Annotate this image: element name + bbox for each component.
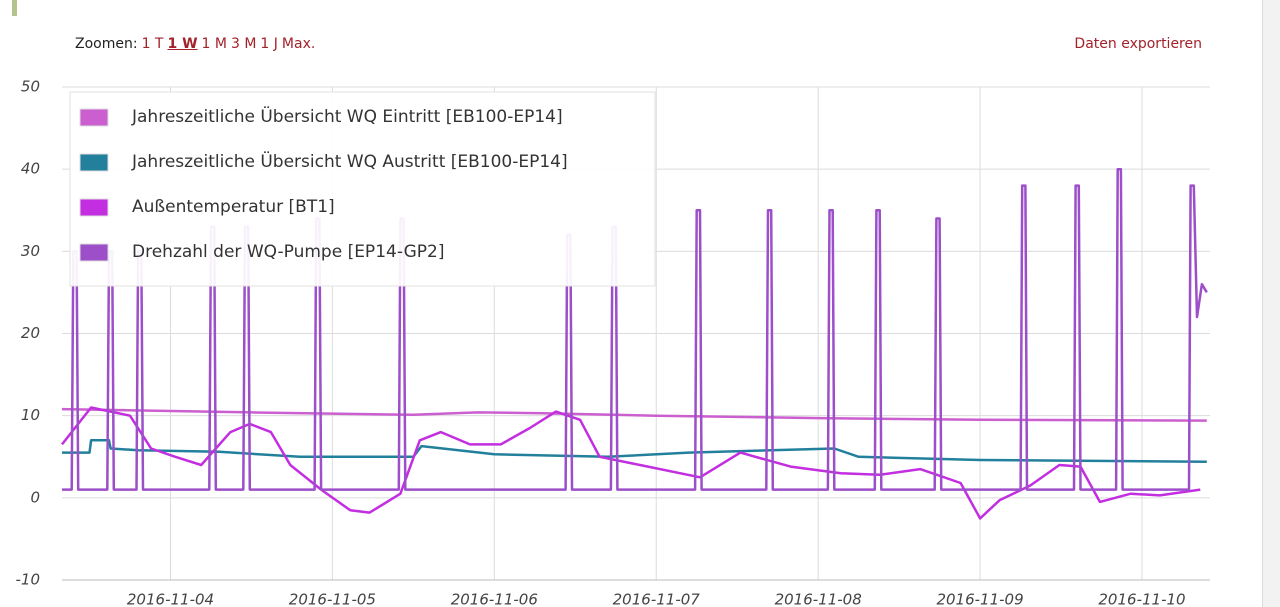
legend-box bbox=[69, 91, 656, 287]
zoom-option[interactable]: 1 J bbox=[260, 36, 278, 52]
y-tick-label: 30 bbox=[21, 242, 40, 260]
legend-swatch bbox=[79, 108, 109, 127]
x-tick-label: 2016-11-05 bbox=[289, 591, 376, 607]
x-tick-label: 2016-11-06 bbox=[451, 591, 538, 607]
legend-label: Jahreszeitliche Übersicht WQ Austritt [E… bbox=[131, 150, 568, 172]
legend-label: Drehzahl der WQ-Pumpe [EP14-GP2] bbox=[132, 242, 444, 262]
legend-label: Außentemperatur [BT1] bbox=[132, 197, 335, 217]
y-tick-label: 20 bbox=[21, 324, 40, 342]
x-tick-label: 2016-11-07 bbox=[613, 591, 701, 607]
accent-bar bbox=[12, 0, 17, 16]
zoom-option[interactable]: 1 M bbox=[201, 36, 227, 52]
zoom-option[interactable]: 1 T bbox=[141, 36, 164, 52]
y-tick-label: -10 bbox=[16, 571, 41, 589]
export-link[interactable]: Daten exportieren bbox=[1074, 36, 1202, 52]
y-tick-label: 0 bbox=[30, 488, 40, 506]
legend-label: Jahreszeitliche Übersicht WQ Eintritt [E… bbox=[131, 105, 563, 127]
series-line bbox=[62, 167, 1208, 491]
y-tick-label: 10 bbox=[21, 406, 40, 424]
legend-swatch bbox=[79, 243, 109, 262]
series-line bbox=[61, 406, 1201, 520]
legend: Jahreszeitliche Übersicht WQ Eintritt [E… bbox=[69, 91, 656, 287]
legend-swatch bbox=[79, 198, 109, 217]
series-line bbox=[62, 439, 1207, 463]
series-line bbox=[61, 407, 1207, 422]
zoom-label: Zoomen: bbox=[75, 36, 138, 52]
x-tick-label: 2016-11-04 bbox=[127, 591, 214, 607]
zoom-option[interactable]: 3 M bbox=[230, 36, 257, 52]
zoom-option[interactable]: 1 W bbox=[167, 36, 198, 52]
y-tick-label: 50 bbox=[21, 78, 40, 96]
y-tick-label: 40 bbox=[21, 160, 40, 178]
x-tick-label: 2016-11-08 bbox=[775, 591, 862, 607]
legend-swatch bbox=[79, 153, 109, 172]
zoom-option[interactable]: Max. bbox=[281, 36, 316, 52]
x-tick-label: 2016-11-10 bbox=[1098, 591, 1185, 607]
x-tick-label: 2016-11-09 bbox=[936, 591, 1023, 607]
scrollbar bbox=[1262, 0, 1280, 607]
